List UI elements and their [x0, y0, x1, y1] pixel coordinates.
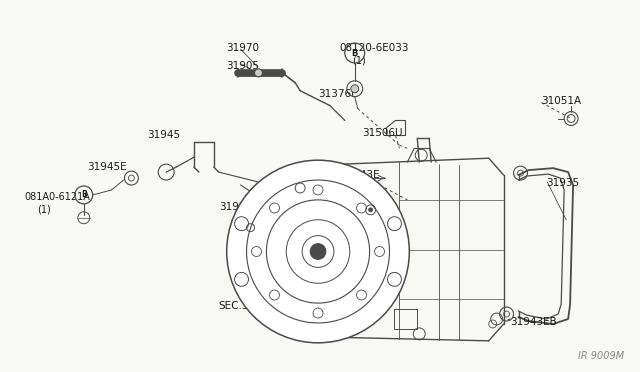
Text: 08120-6E033: 08120-6E033 — [340, 43, 410, 53]
Text: 31506U: 31506U — [362, 128, 402, 138]
Text: 31921: 31921 — [259, 180, 292, 190]
Text: 31376E: 31376E — [318, 89, 358, 99]
Circle shape — [255, 69, 262, 77]
Text: 31970: 31970 — [226, 43, 259, 53]
Text: 081A0-6121A: 081A0-6121A — [24, 192, 90, 202]
Circle shape — [310, 244, 326, 259]
Text: 31935: 31935 — [547, 178, 579, 188]
Text: IR 9009M: IR 9009M — [578, 351, 624, 361]
Text: 31924: 31924 — [219, 202, 252, 212]
Circle shape — [351, 85, 358, 93]
Text: B: B — [81, 190, 86, 199]
Text: (1): (1) — [37, 205, 51, 215]
Text: 31051A: 31051A — [541, 96, 582, 106]
Text: 31943E: 31943E — [340, 170, 380, 180]
Circle shape — [369, 208, 372, 212]
Text: 31945: 31945 — [147, 131, 180, 140]
Circle shape — [227, 160, 410, 343]
Text: 31945E: 31945E — [87, 162, 126, 172]
Text: B: B — [351, 48, 358, 58]
Text: (1): (1) — [352, 56, 365, 66]
Text: 31943EB: 31943EB — [511, 317, 557, 327]
Text: SEC.310: SEC.310 — [219, 301, 262, 311]
Text: 31905: 31905 — [226, 61, 259, 71]
